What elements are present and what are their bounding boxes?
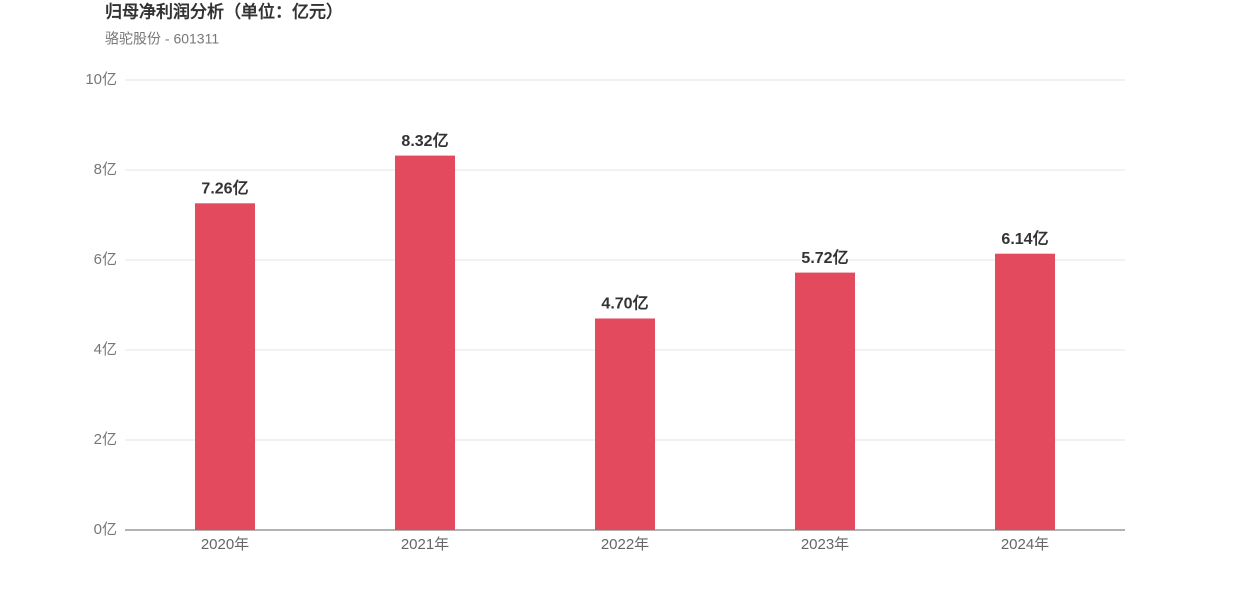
y-tick-label: 0亿 xyxy=(94,521,117,538)
chart-subtitle: 骆驼股份 - 601311 xyxy=(105,31,219,47)
bar xyxy=(595,318,655,530)
bar xyxy=(395,155,455,530)
chart-title: 归母净利润分析（单位：亿元） xyxy=(105,1,343,21)
bar xyxy=(195,203,255,531)
value-label: 4.70亿 xyxy=(601,294,648,313)
y-tick-label: 4亿 xyxy=(94,341,117,358)
bar xyxy=(795,272,855,530)
value-label: 8.32亿 xyxy=(401,131,448,150)
y-tick-label: 6亿 xyxy=(94,251,117,268)
y-tick-label: 2亿 xyxy=(94,431,117,448)
value-label: 7.26亿 xyxy=(201,179,248,198)
x-tick-label: 2023年 xyxy=(801,536,849,553)
value-label: 6.14亿 xyxy=(1001,229,1048,248)
y-tick-label: 8亿 xyxy=(94,161,117,178)
y-tick-label: 10亿 xyxy=(85,71,117,88)
x-tick-label: 2021年 xyxy=(401,536,449,553)
x-tick-label: 2022年 xyxy=(601,536,649,553)
value-label: 5.72亿 xyxy=(801,248,848,267)
x-tick-label: 2020年 xyxy=(201,536,249,553)
x-tick-label: 2024年 xyxy=(1001,536,1049,553)
bar xyxy=(995,253,1055,530)
